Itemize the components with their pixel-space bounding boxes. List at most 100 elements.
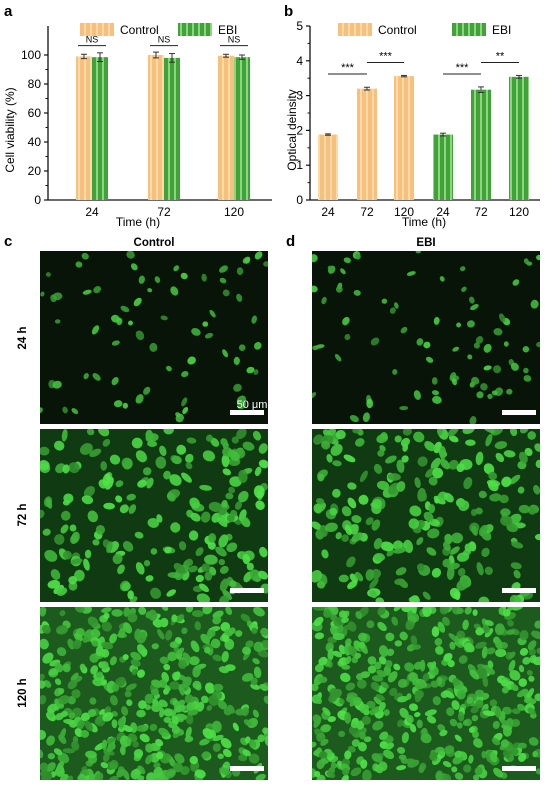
cell [409,723,417,733]
cell [252,658,260,665]
cell [40,695,47,705]
cells [40,429,268,602]
cell [475,641,487,649]
cell [532,656,540,666]
cell [180,272,188,280]
micrograph-ebi-24h [312,251,540,424]
x-tick-label: 72 [157,205,171,219]
cell [449,546,460,555]
significance-label: *** [379,51,393,63]
cell [399,631,408,641]
cell [473,774,480,780]
cell [442,761,452,768]
x-axis-label: Time (h) [402,215,446,229]
cell [432,696,441,706]
cell [387,671,398,683]
cell [120,305,130,313]
cell [481,547,490,558]
micrograph-control-24h [40,251,268,424]
cell [536,647,540,654]
cell [316,759,325,770]
cell [89,653,99,663]
cell [407,611,420,623]
cell [191,328,201,336]
cell [415,682,426,690]
cell [332,632,345,641]
cell [318,656,328,666]
cell [535,459,540,468]
cell [442,558,451,568]
cell [221,651,229,663]
cell [207,541,216,550]
cell [112,683,120,692]
cell [326,453,333,463]
cell [347,580,358,590]
cell [62,499,70,506]
axes: 0 1 2 3 4 5 24 72 120 24 72 120 [296,19,540,219]
legend-label-ebi: EBI [492,23,511,37]
cell [121,724,133,733]
cell [219,265,228,273]
cell [427,528,440,539]
cell [363,736,372,743]
cell [150,587,162,599]
cell [196,593,211,602]
cell [484,628,494,638]
cell [111,719,118,729]
cell [226,542,238,553]
cell [508,659,516,672]
cell [527,640,537,650]
cell [425,467,436,478]
cell [185,558,194,567]
cell [517,703,526,711]
cell [416,338,424,346]
cell [478,596,490,602]
cell [189,755,198,765]
cell [174,704,186,712]
cell [446,566,455,580]
cell [314,770,321,778]
cell [426,547,437,556]
cell [194,769,206,779]
cell [92,678,103,687]
cell [171,715,179,725]
cell [313,503,323,514]
cell [208,533,217,543]
cell [476,627,485,634]
y-tick-label: 20 [28,164,42,178]
cell [178,659,187,669]
cell [87,616,99,628]
cell [40,509,45,519]
cell [260,628,268,636]
cell [413,661,424,670]
cell [80,712,91,722]
cell [134,531,144,539]
cell [236,267,244,275]
cell [228,486,236,494]
cell [313,695,322,705]
legend-label-ebi: EBI [218,23,237,37]
cell [345,656,352,665]
cell [212,616,222,625]
bar-control [218,55,234,200]
cells [40,607,268,780]
cell [423,511,434,522]
cell [528,675,535,682]
cell [186,437,197,444]
bar-ebi [234,57,250,200]
cell [406,693,412,700]
cell [124,690,132,698]
cell [493,328,503,336]
cell [424,709,437,717]
cell [93,286,102,294]
cell [385,660,393,668]
cell [523,375,532,382]
bar-ebi [92,57,108,200]
cell [54,662,64,673]
cell [394,640,403,647]
cell [536,341,540,348]
cell [428,504,436,514]
cell [82,289,92,295]
cell [418,765,425,774]
